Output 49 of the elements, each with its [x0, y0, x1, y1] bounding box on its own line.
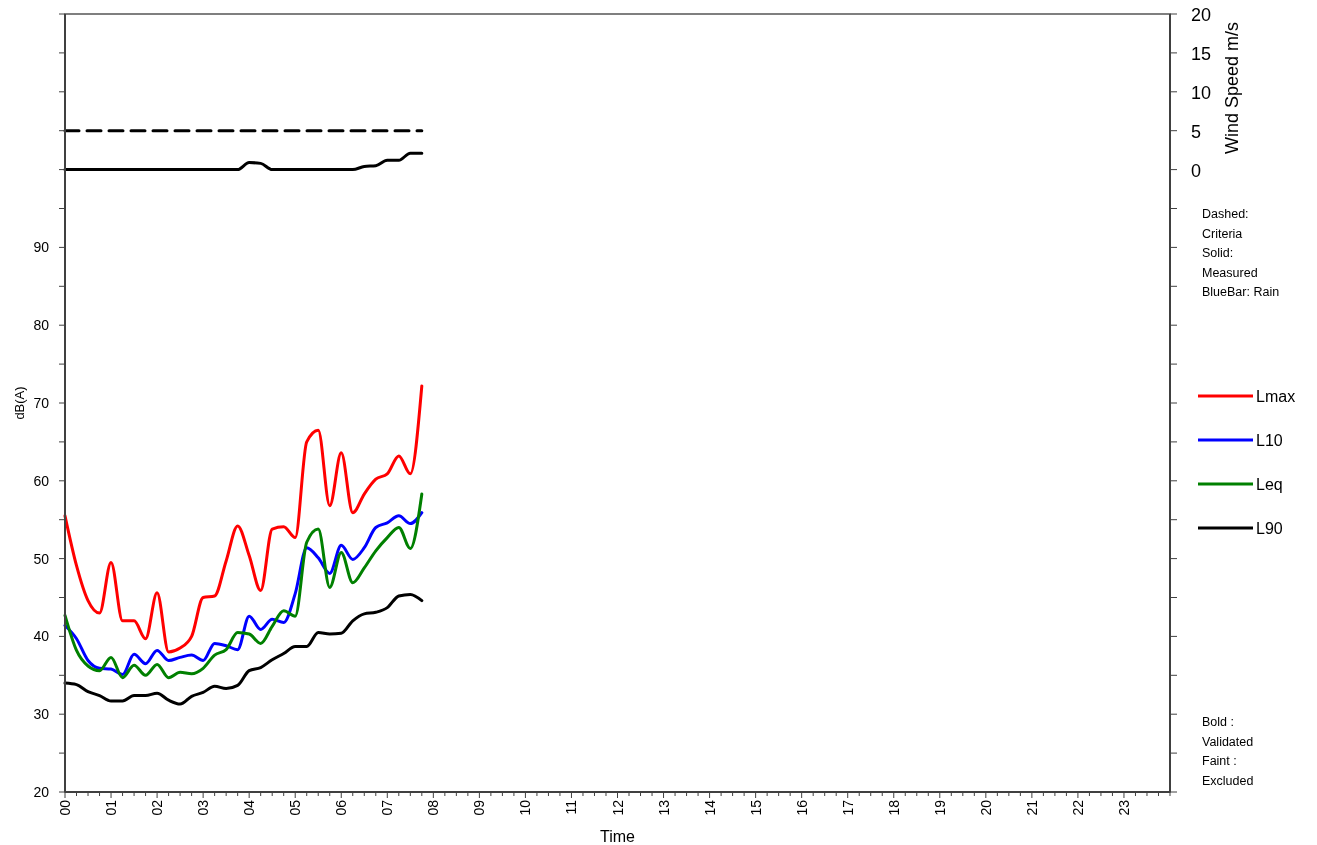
x-tick-label: 17: [839, 799, 856, 816]
y2-axis-title: Wind Speed m/s: [1222, 21, 1242, 155]
x-tick-label: 00: [57, 799, 73, 816]
x-axis-title: Time: [600, 828, 636, 845]
line-series: [63, 592, 424, 706]
y2-tick-label: 0: [1191, 160, 1202, 181]
x-tick-label: 18: [885, 799, 902, 816]
y2-tick-label: 10: [1191, 82, 1212, 103]
x-tick-label: 10: [517, 799, 534, 816]
line-series: [63, 151, 424, 172]
y-tick-label: 20: [33, 784, 50, 800]
x-tick-label: 03: [195, 799, 212, 816]
x-tick-label: 06: [333, 799, 350, 816]
x-tick-label: 20: [977, 799, 994, 816]
y-tick-label: 30: [33, 706, 50, 723]
legend-label: L10: [1256, 432, 1283, 449]
x-tick-label: 01: [103, 799, 120, 816]
legend-label: Lmax: [1256, 388, 1296, 405]
y-tick-label: 70: [33, 395, 50, 411]
text: Bold : Validated Faint : Excluded: [1202, 715, 1254, 788]
x-tick-label: 22: [1069, 799, 1086, 816]
x-tick-label: 11: [563, 799, 580, 815]
line-series: [63, 384, 424, 654]
x-tick-label: 09: [471, 799, 488, 816]
y-axis-title: dB(A): [12, 386, 27, 420]
y2-tick-label: 20: [1191, 5, 1212, 25]
x-tick-label: 15: [747, 799, 764, 816]
y-tick-label: 80: [33, 317, 50, 334]
text: Dashed: Criteria Solid: Measured BlueBar: Rain: [1202, 207, 1280, 299]
legend-label: L90: [1256, 520, 1283, 537]
x-tick-label: 08: [425, 799, 442, 816]
x-tick-label: 13: [655, 799, 672, 816]
x-tick-label: 07: [379, 799, 396, 816]
x-tick-label: 19: [931, 799, 948, 816]
y2-tick-label: 15: [1191, 43, 1212, 64]
x-tick-label: 04: [241, 799, 258, 816]
legend-label: Leq: [1256, 476, 1283, 493]
x-tick-label: 12: [609, 799, 626, 816]
y-tick-label: 40: [33, 628, 50, 645]
y-tick-label: 90: [33, 239, 50, 256]
x-tick-label: 05: [287, 799, 304, 816]
y-tick-label: 50: [33, 550, 50, 567]
y2-tick-label: 5: [1191, 121, 1202, 142]
y-tick-label: 60: [33, 472, 50, 489]
x-tick-label: 21: [1023, 799, 1040, 816]
x-tick-label: 14: [701, 799, 718, 816]
x-tick-label: 23: [1115, 799, 1132, 816]
x-tick-label: 02: [149, 799, 166, 816]
x-tick-label: 16: [793, 799, 810, 816]
